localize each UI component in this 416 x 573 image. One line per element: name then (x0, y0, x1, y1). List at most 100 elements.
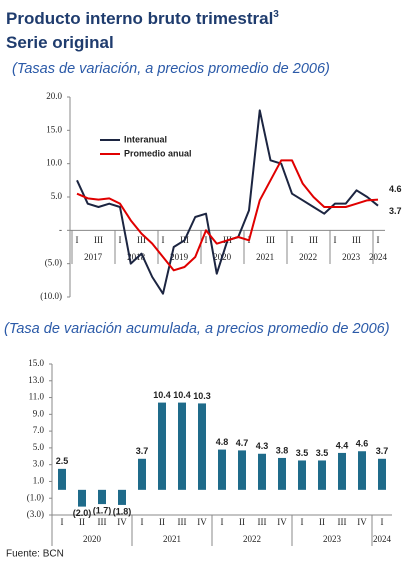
bar (218, 449, 226, 490)
x-tick-label: I (205, 235, 208, 245)
year-label: 2020 (83, 534, 102, 544)
value-label: 4.8 (216, 437, 229, 447)
x-tick-label: I (301, 517, 304, 527)
bar (278, 457, 286, 490)
bar (198, 403, 206, 490)
x-tick-label: I (334, 235, 337, 245)
y-tick-label: 20.0 (46, 91, 62, 101)
x-tick-label: III (137, 235, 146, 245)
x-tick-label: III (309, 235, 318, 245)
x-tick-label: II (319, 517, 325, 527)
x-tick-label: I (381, 517, 384, 527)
year-label: 2022 (299, 252, 317, 262)
y-tick-label: 13.0 (28, 375, 44, 385)
title-text: Producto interno bruto trimestral (6, 9, 273, 28)
y-tick-label: 15.0 (46, 124, 62, 134)
value-label: 3.5 (316, 448, 329, 458)
subtitle: Serie original (6, 33, 114, 52)
y-tick-label: 5.0 (33, 442, 45, 452)
bar (98, 489, 106, 505)
legend-label: Promedio anual (124, 148, 192, 158)
x-tick-label: I (141, 517, 144, 527)
y-tick-label: 1.0 (33, 476, 45, 486)
x-tick-label: I (162, 235, 165, 245)
y-tick-label: 7.0 (33, 425, 45, 435)
x-tick-label: II (239, 517, 245, 527)
x-tick-label: I (377, 235, 380, 245)
x-tick-label: IV (277, 517, 287, 527)
x-tick-label: III (266, 235, 275, 245)
value-label: 4.3 (256, 441, 269, 451)
bar (138, 458, 146, 490)
x-tick-label: III (178, 517, 187, 527)
y-tick-label: 10.0 (46, 158, 62, 168)
value-label: (2.0) (73, 508, 92, 518)
y-tick-label: (10.0) (40, 291, 62, 301)
bar (58, 468, 66, 490)
y-tick-label: (1.0) (27, 492, 44, 502)
series-line (76, 109, 379, 295)
year-label: 2022 (243, 534, 261, 544)
value-label: 10.3 (193, 391, 211, 401)
y-tick-label: 15.0 (28, 358, 44, 368)
bar (118, 489, 126, 505)
x-tick-label: IV (197, 517, 207, 527)
bar (318, 460, 326, 490)
bar (258, 453, 266, 490)
value-label: 3.7 (136, 446, 149, 456)
year-label: 2018 (127, 252, 146, 262)
x-tick-label: I (76, 235, 79, 245)
value-label: (1.8) (113, 506, 132, 516)
y-tick-label: 5.0 (51, 191, 63, 201)
x-tick-label: II (79, 517, 85, 527)
x-tick-label: I (221, 517, 224, 527)
value-label: (1.7) (93, 505, 112, 515)
x-tick-label: III (98, 517, 107, 527)
bar (298, 460, 306, 490)
value-label: 3.5 (296, 448, 309, 458)
value-label: 4.6 (356, 439, 369, 449)
bar (78, 489, 86, 507)
value-label: 4.7 (236, 438, 249, 448)
y-tick-label: (5.0) (45, 258, 62, 268)
bar (378, 458, 386, 490)
title: Producto interno bruto trimestral3 (6, 9, 279, 28)
x-tick-label: I (119, 235, 122, 245)
year-label: 2021 (163, 534, 181, 544)
legend-label: Interanual (124, 134, 167, 144)
value-label: 4.4 (336, 440, 349, 450)
bar (158, 402, 166, 490)
y-tick-label: - (59, 224, 62, 234)
source: Fuente: BCN (6, 549, 64, 560)
end-label: 3.7 (389, 206, 402, 216)
x-tick-label: II (159, 517, 165, 527)
x-tick-label: IV (117, 517, 127, 527)
value-label: 3.8 (276, 445, 289, 455)
y-tick-label: 9.0 (33, 408, 45, 418)
year-label: 2017 (84, 252, 103, 262)
value-label: 2.5 (56, 456, 69, 466)
value-label: 10.4 (173, 390, 191, 400)
year-label: 2021 (256, 252, 274, 262)
note-2: (Tasa de variación acumulada, a precios … (4, 321, 390, 337)
y-tick-label: 11.0 (29, 392, 45, 402)
title-sup: 3 (273, 9, 279, 20)
year-label: 2023 (323, 534, 342, 544)
y-tick-label: (3.0) (27, 509, 44, 519)
x-tick-label: IV (357, 517, 367, 527)
note: (Tasas de variación, a precios promedio … (12, 61, 330, 77)
bar (178, 402, 186, 490)
year-label: 2024 (373, 534, 392, 544)
year-label: 2019 (170, 252, 189, 262)
year-label: 2024 (369, 252, 388, 262)
x-tick-label: I (291, 235, 294, 245)
x-tick-label: III (94, 235, 103, 245)
x-tick-label: III (338, 517, 347, 527)
bar (338, 452, 346, 490)
bar (358, 451, 366, 490)
x-tick-label: III (352, 235, 361, 245)
year-label: 2023 (342, 252, 361, 262)
value-label: 3.7 (376, 446, 389, 456)
